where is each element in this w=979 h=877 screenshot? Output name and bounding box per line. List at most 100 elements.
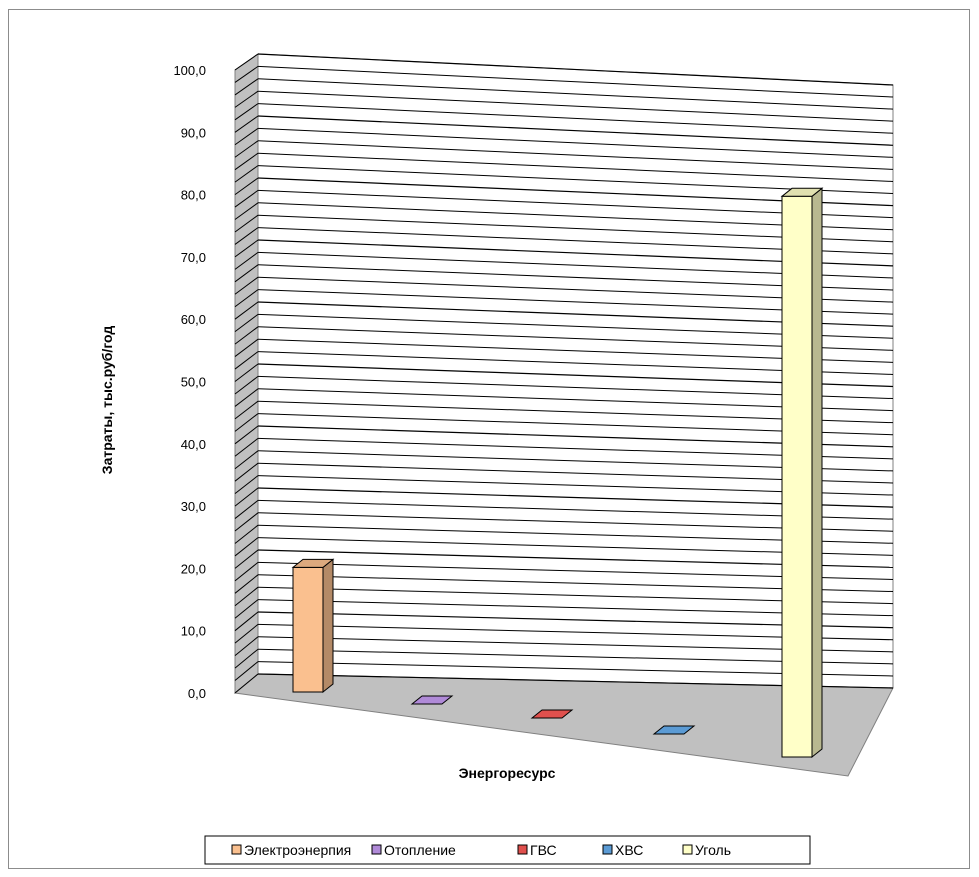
x-axis-title: Энергоресурс <box>459 765 556 781</box>
side-gridline <box>234 338 259 357</box>
side-gridline <box>234 599 259 619</box>
side-gridline <box>234 301 259 320</box>
side-gridline <box>234 438 259 457</box>
side-gridline <box>234 673 259 694</box>
side-gridline <box>234 140 259 158</box>
y-tick-label: 100,0 <box>173 63 206 78</box>
side-gridline <box>234 351 259 370</box>
side-gridline <box>234 413 259 432</box>
side-gridline <box>234 103 259 121</box>
side-gridline <box>234 376 259 395</box>
side-gridline <box>234 586 259 607</box>
legend-label: Электроэнерпия <box>244 842 351 858</box>
minor-gridline <box>257 90 894 122</box>
legend-label: ХВС <box>615 842 643 858</box>
legend: Электроэнерпия Отопление ГВС ХВС Уголь <box>204 835 811 865</box>
side-gridline <box>234 450 259 470</box>
y-tick-label: 70,0 <box>181 250 206 265</box>
side-gridline <box>234 611 259 632</box>
side-gridline <box>234 574 259 594</box>
bar-top <box>291 558 335 568</box>
side-gridline <box>234 512 259 532</box>
minor-gridline <box>257 65 894 98</box>
side-gridline <box>234 189 259 208</box>
side-gridline <box>234 115 259 133</box>
legend-swatch <box>602 844 613 855</box>
side-gridline <box>234 462 259 482</box>
legend-label: Отопление <box>384 842 456 858</box>
side-gridline <box>234 289 259 308</box>
side-gridline <box>234 537 259 557</box>
bar-5 <box>780 187 824 759</box>
side-gridline <box>234 251 259 270</box>
side-gridline <box>234 363 259 382</box>
y-tick-label: 40,0 <box>181 437 206 452</box>
side-gridline <box>234 475 259 495</box>
side-wall <box>234 53 259 695</box>
bars <box>291 187 824 759</box>
minor-gridline <box>257 165 894 195</box>
bar-4 <box>652 725 696 735</box>
side-gridline <box>234 400 259 420</box>
legend-label: ГВС <box>530 842 557 858</box>
side-gridline <box>234 152 259 171</box>
side-gridline <box>234 177 259 196</box>
bar-1 <box>291 558 335 694</box>
bar-top <box>652 725 696 735</box>
minor-gridline <box>257 140 894 170</box>
legend-swatch <box>371 844 382 855</box>
bar-side <box>811 187 823 759</box>
legend-swatch <box>682 844 693 855</box>
legend-swatch <box>231 844 242 855</box>
side-gridline <box>234 425 259 445</box>
y-tick-label: 50,0 <box>181 375 206 390</box>
legend-label: Уголь <box>695 842 731 858</box>
side-gridline <box>234 202 259 220</box>
side-gridline <box>234 487 259 507</box>
y-tick-label: 90,0 <box>181 125 206 140</box>
bar-top <box>410 695 454 705</box>
y-tick-label: 10,0 <box>181 624 206 639</box>
side-gridline <box>234 524 259 544</box>
y-tick-label: 30,0 <box>181 499 206 514</box>
side-gridline <box>234 53 259 71</box>
major-gridline <box>257 115 894 146</box>
bar-front <box>781 195 813 758</box>
minor-gridline <box>257 78 894 110</box>
bar-3 <box>530 709 574 719</box>
side-gridline <box>234 264 259 283</box>
bar-2 <box>410 695 454 705</box>
side-gridline <box>234 549 259 569</box>
bar-top <box>530 709 574 719</box>
bar-side <box>322 558 334 694</box>
y-axis-title: Затраты, тыс.руб/год <box>99 326 115 475</box>
y-tick-label: 20,0 <box>181 561 206 576</box>
major-gridline <box>257 53 894 86</box>
legend-box <box>204 835 811 865</box>
side-gridline <box>234 65 259 83</box>
side-gridline <box>234 214 259 233</box>
side-gridline <box>234 388 259 407</box>
side-gridline <box>234 78 259 96</box>
side-gridline <box>234 562 259 582</box>
side-gridline <box>234 326 259 345</box>
bar-top <box>780 187 824 197</box>
side-gridline <box>234 500 259 519</box>
y-tick-label: 80,0 <box>181 188 206 203</box>
bar-front <box>292 566 324 693</box>
minor-gridline <box>257 152 894 182</box>
minor-gridline <box>257 103 894 134</box>
side-gridline <box>234 648 259 669</box>
minor-gridline <box>257 127 894 158</box>
side-gridline <box>234 276 259 295</box>
side-gridline <box>234 636 259 657</box>
y-axis-ticks: 0,0 10,0 20,0 30,0 40,0 50,0 60,0 70,0 80,0 90,0 1… <box>173 63 206 701</box>
legend-swatch <box>517 844 528 855</box>
side-gridline <box>234 90 259 108</box>
side-gridline <box>234 624 259 644</box>
y-tick-label: 60,0 <box>181 312 206 327</box>
side-gridline <box>234 227 259 245</box>
side-gridline <box>234 661 259 681</box>
side-gridline <box>234 239 259 258</box>
